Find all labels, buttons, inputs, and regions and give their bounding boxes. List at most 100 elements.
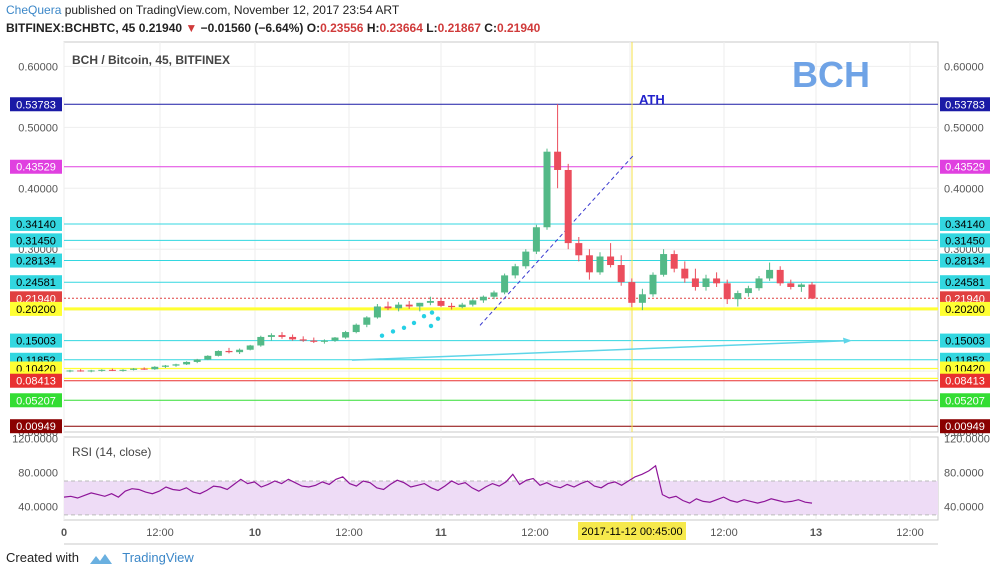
candle-body	[267, 335, 275, 337]
price-level-tag-text-left: 0.34140	[16, 219, 56, 231]
price-level-tag-text-right: 0.15003	[945, 336, 985, 348]
projection-dot	[428, 323, 434, 329]
candle-body	[98, 369, 106, 371]
candle-body	[532, 227, 540, 252]
rsi-axis-label-left: 120.0000	[12, 434, 58, 446]
candle-body	[225, 350, 233, 353]
high-value: 0.23664	[379, 21, 423, 35]
price-level-tag-text-left: 0.43529	[16, 162, 56, 174]
time-axis-label: 10	[249, 527, 261, 539]
down-arrow-icon: ▼	[185, 21, 198, 35]
close-label: C:	[484, 21, 497, 35]
price-axis-label-right: 0.50000	[944, 122, 984, 134]
candle-body	[87, 370, 95, 372]
rsi-axis-label-left: 40.0000	[18, 501, 58, 513]
candle-body	[458, 304, 466, 308]
candle-body	[342, 332, 350, 338]
candle-body	[151, 366, 159, 370]
candle-body	[702, 278, 710, 287]
price-level-tag-text-right: 0.34140	[945, 219, 985, 231]
price-level-tag-text-right: 0.08413	[945, 376, 985, 388]
author-link[interactable]: CheQuera	[6, 3, 62, 17]
candle-body	[617, 265, 625, 283]
candle-body	[257, 336, 265, 346]
candle-body	[564, 169, 572, 244]
price-level-tag-text-left: 0.00949	[16, 421, 56, 433]
projection-dot	[429, 310, 435, 315]
candle-body	[310, 340, 318, 342]
tradingview-link[interactable]: TradingView	[122, 550, 194, 565]
price-level-tag-right	[940, 333, 990, 348]
high-label: H:	[366, 21, 380, 35]
candle-body	[119, 369, 127, 371]
projection-dot	[421, 314, 427, 319]
candle-body	[787, 283, 795, 287]
price-level-tag-right	[940, 253, 990, 268]
candle-body	[554, 151, 562, 170]
candle-body	[638, 294, 646, 303]
candle-body	[77, 370, 85, 372]
candle-body	[130, 368, 138, 370]
time-axis-label: 11	[435, 527, 447, 539]
candle-body	[373, 306, 381, 318]
price-level-tag-left	[10, 233, 62, 248]
time-highlight-tag	[578, 522, 686, 540]
projection-dot	[411, 320, 417, 326]
price-axis-label-right: 0.40000	[944, 183, 984, 195]
price-level-tag-text-left: 0.08413	[16, 376, 56, 388]
open-value: 0.23556	[320, 21, 364, 35]
price-level-tag-right	[940, 275, 990, 290]
candle-body	[575, 243, 583, 256]
candle-body	[723, 283, 731, 300]
candle-body	[416, 302, 424, 307]
candle-body	[681, 268, 689, 279]
price-level-tag-text-left: 0.20200	[16, 304, 56, 316]
price-level-tag-text-left: 0.53783	[16, 99, 56, 111]
price-level-tag-text-left: 0.28134	[16, 256, 56, 268]
last-price: 0.21940	[138, 21, 183, 35]
rsi-axis-label-right: 120.0000	[944, 434, 990, 446]
candle-body	[395, 304, 403, 309]
ath-annotation: ATH	[639, 92, 665, 107]
price-axis-label-left: 0.50000	[18, 122, 58, 134]
rsi-axis-label-right: 80.0000	[944, 468, 984, 480]
close-value: 0.21940	[496, 21, 541, 35]
time-axis-label: 0	[61, 527, 67, 539]
candle-body	[405, 304, 413, 307]
price-level-tag-text-right: 0.20200	[945, 304, 985, 316]
projection-dot	[379, 333, 385, 338]
time-axis-label: 12:00	[146, 527, 174, 539]
price-level-tag-text-right: 0.53783	[945, 99, 985, 111]
rsi-title: RSI (14, close)	[72, 445, 152, 459]
price-level-tag-left	[10, 159, 62, 174]
price-level-tag-left	[10, 393, 62, 408]
price-level-tag-text-right: 0.31450	[945, 235, 985, 247]
price-level-tag-right	[940, 97, 990, 112]
price-axis-label-right: 0.60000	[944, 61, 984, 73]
price-level-tag-text-right: 0.43529	[945, 162, 985, 174]
candle-body	[691, 278, 699, 287]
chart-title: BCH / Bitcoin, 45, BITFINEX	[72, 53, 231, 67]
candle-body	[660, 254, 668, 275]
price-axis-label-left: 0.40000	[18, 183, 58, 195]
candle-body	[161, 365, 169, 367]
price-level-tag-left	[10, 373, 62, 388]
candle-body	[734, 293, 742, 300]
symbol-text: BITFINEX:BCHBTC, 45	[6, 21, 136, 35]
price-level-tag-left	[10, 301, 62, 316]
price-level-tag-right	[940, 233, 990, 248]
time-axis-label: 12:00	[896, 527, 924, 539]
price-level-tag-right	[940, 301, 990, 316]
candle-body	[140, 368, 148, 370]
price-level-tag-text-right: 0.00949	[945, 421, 985, 433]
candle-body	[607, 256, 615, 266]
bch-watermark: BCH	[792, 54, 870, 95]
price-level-tag-right	[940, 373, 990, 388]
candle-body	[670, 254, 678, 269]
price-level-tag-right	[940, 393, 990, 408]
candle-body	[246, 345, 254, 350]
time-axis-label: 12:00	[710, 527, 738, 539]
price-level-tag-text-right: 0.28134	[945, 256, 985, 268]
projection-dot	[401, 325, 407, 330]
